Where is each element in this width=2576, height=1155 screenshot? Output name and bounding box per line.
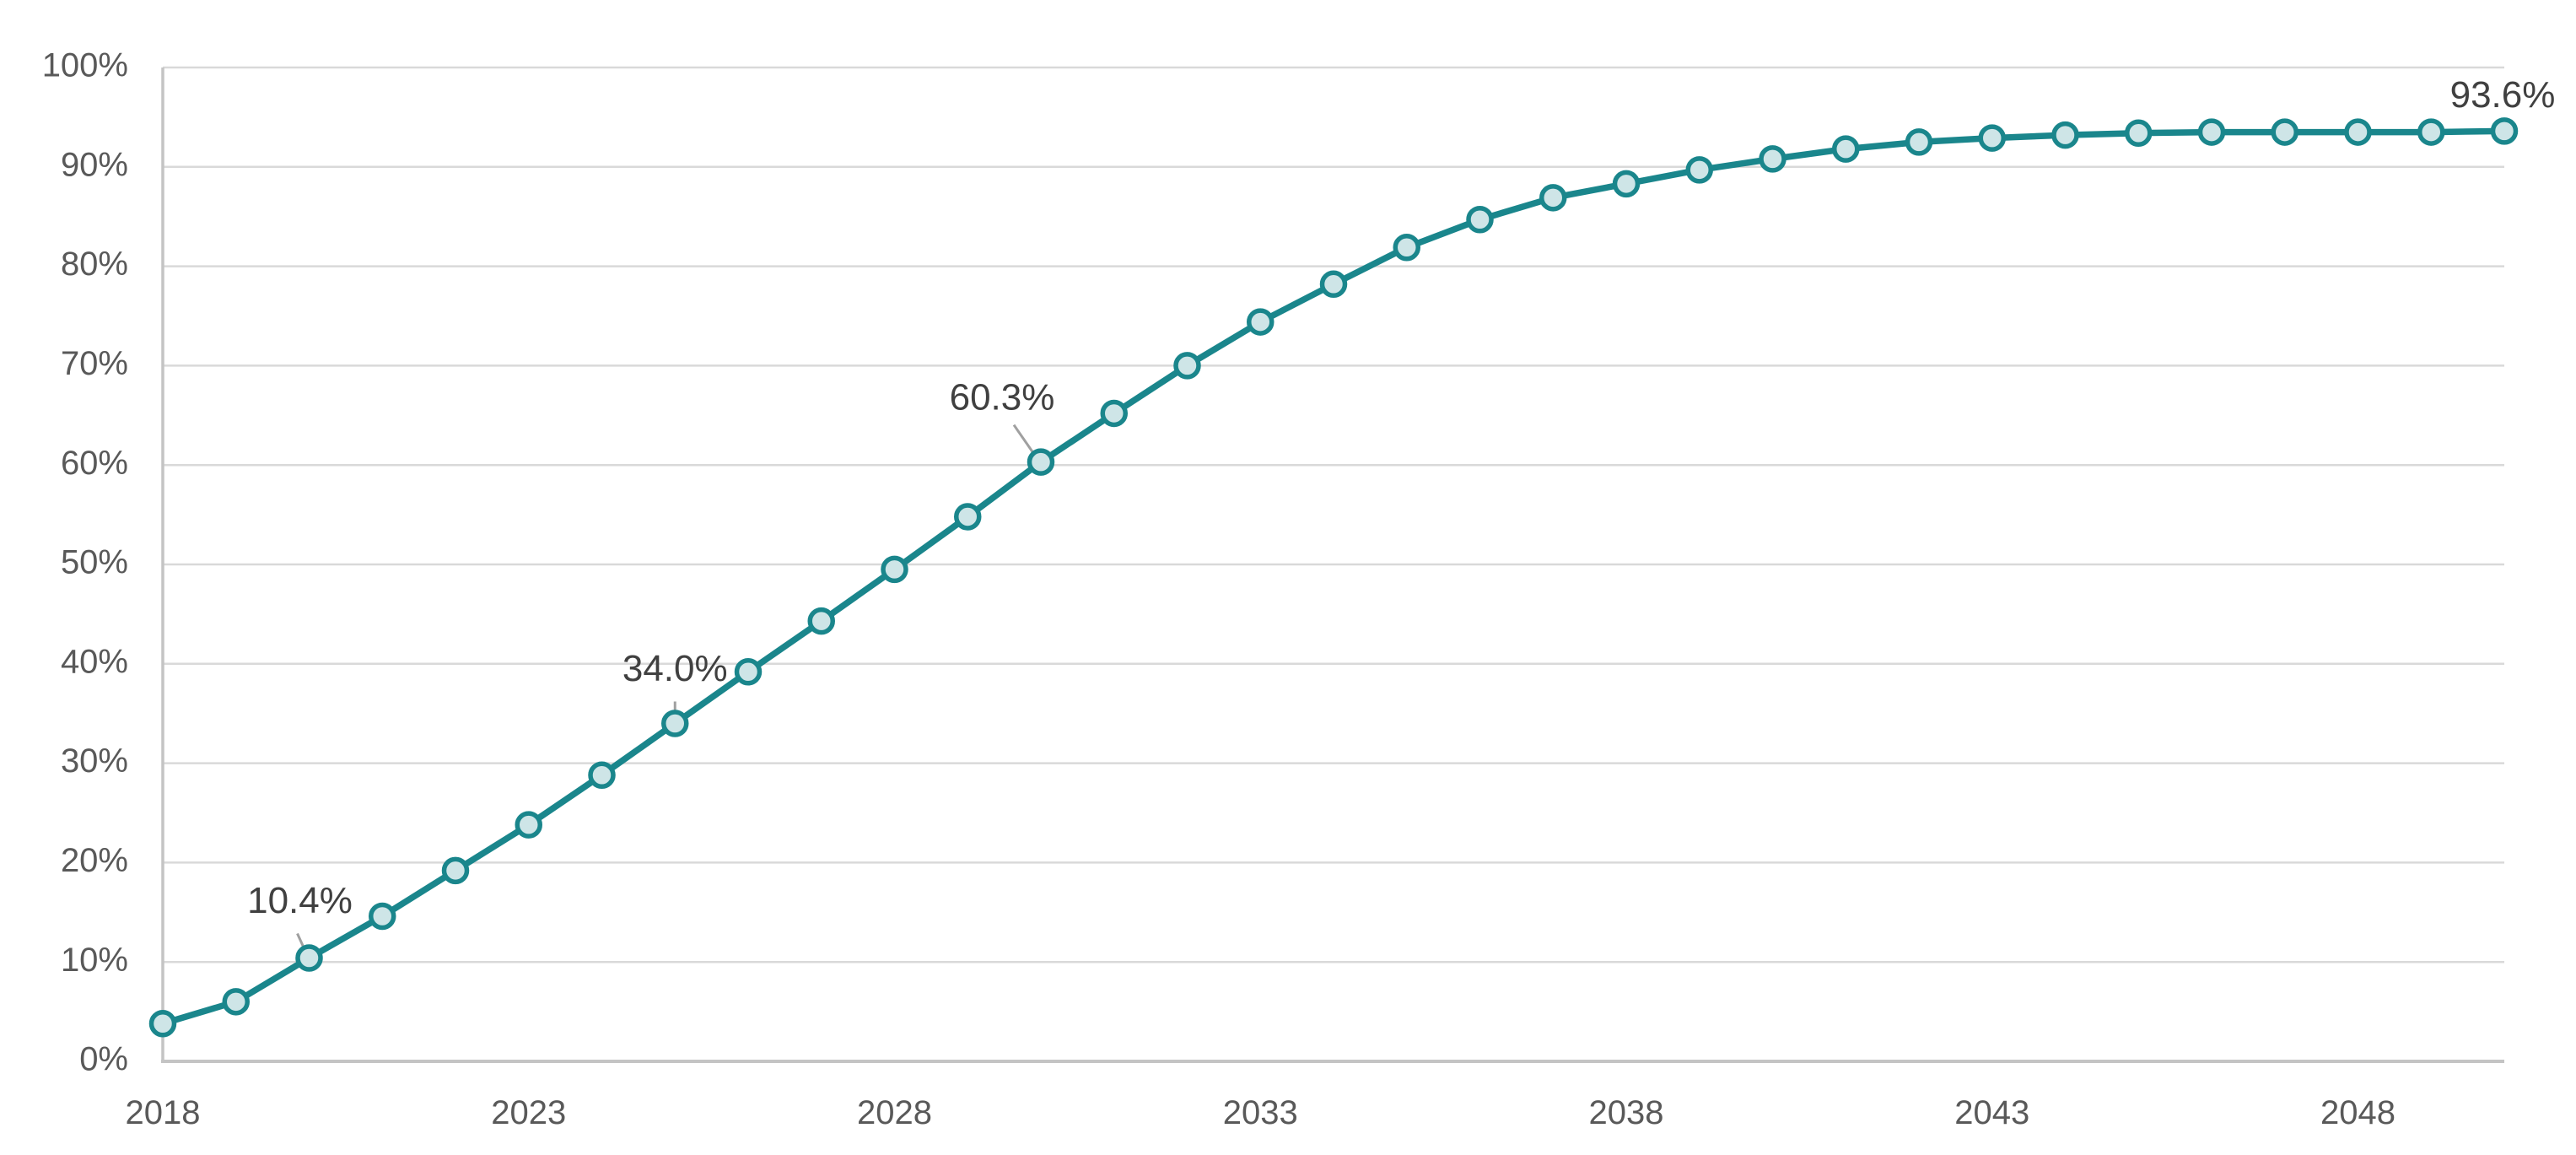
data-point-2018: [148, 1009, 177, 1038]
x-axis-tick-label: 2043: [1954, 1094, 2029, 1131]
data-point-2022: [441, 856, 470, 885]
data-point-2021: [369, 902, 396, 931]
y-axis-tick-label: 80%: [61, 246, 128, 283]
y-axis-tick-label: 10%: [61, 942, 128, 979]
x-axis-tick-label: 2023: [491, 1094, 566, 1131]
data-point-2019: [222, 988, 250, 1016]
data-point-2023: [515, 811, 542, 839]
data-point-2037: [1539, 184, 1567, 212]
y-axis-tick-label: 50%: [61, 544, 128, 581]
data-point-2049: [2417, 118, 2445, 146]
data-point-2048: [2344, 118, 2372, 146]
y-axis-tick-label: 70%: [61, 345, 128, 382]
data-point-2024: [588, 761, 616, 789]
data-point-2039: [1685, 156, 1713, 184]
data-point-2025: [661, 710, 689, 737]
data-point-2030: [1027, 448, 1055, 476]
x-axis-tick-label: 2033: [1223, 1094, 1298, 1131]
data-label-2025: 34.0%: [622, 648, 728, 689]
data-point-2026: [734, 657, 763, 686]
data-point-2034: [1319, 270, 1348, 299]
data-point-2042: [1905, 128, 1933, 156]
data-point-2028: [881, 555, 908, 584]
data-point-2041: [1832, 135, 1860, 163]
y-axis-tick-label: 40%: [61, 643, 128, 680]
data-point-2043: [1978, 124, 2006, 152]
data-point-2047: [2271, 118, 2298, 146]
data-point-2040: [1759, 145, 1786, 173]
y-axis-tick-label: 100%: [42, 47, 128, 84]
data-point-2033: [1247, 308, 1275, 336]
data-point-2027: [807, 607, 835, 635]
data-label-2050: 93.6%: [2450, 74, 2556, 116]
data-point-2050: [2490, 117, 2519, 145]
x-axis-tick-label: 2018: [126, 1094, 201, 1131]
data-point-2036: [1466, 205, 1494, 234]
data-point-2046: [2197, 118, 2226, 146]
x-axis-tick-label: 2048: [2320, 1094, 2395, 1131]
data-point-2035: [1393, 233, 1420, 262]
y-axis-tick-label: 20%: [61, 842, 128, 879]
y-axis-tick-label: 60%: [61, 445, 128, 482]
data-point-2045: [2125, 119, 2153, 147]
data-point-2020: [295, 944, 323, 972]
data-point-2032: [1173, 352, 1201, 380]
y-axis-tick-label: 0%: [79, 1041, 128, 1078]
y-axis-tick-label: 90%: [61, 146, 128, 183]
data-label-2030: 60.3%: [950, 376, 1055, 418]
data-point-2044: [2051, 121, 2079, 149]
data-point-2031: [1100, 399, 1128, 428]
data-point-2038: [1612, 170, 1641, 198]
data-point-2029: [954, 503, 982, 531]
data-label-2020: 10.4%: [247, 880, 353, 921]
y-axis-tick-label: 30%: [61, 742, 128, 780]
x-axis-tick-label: 2028: [857, 1094, 932, 1131]
x-axis-tick-label: 2038: [1589, 1094, 1664, 1131]
